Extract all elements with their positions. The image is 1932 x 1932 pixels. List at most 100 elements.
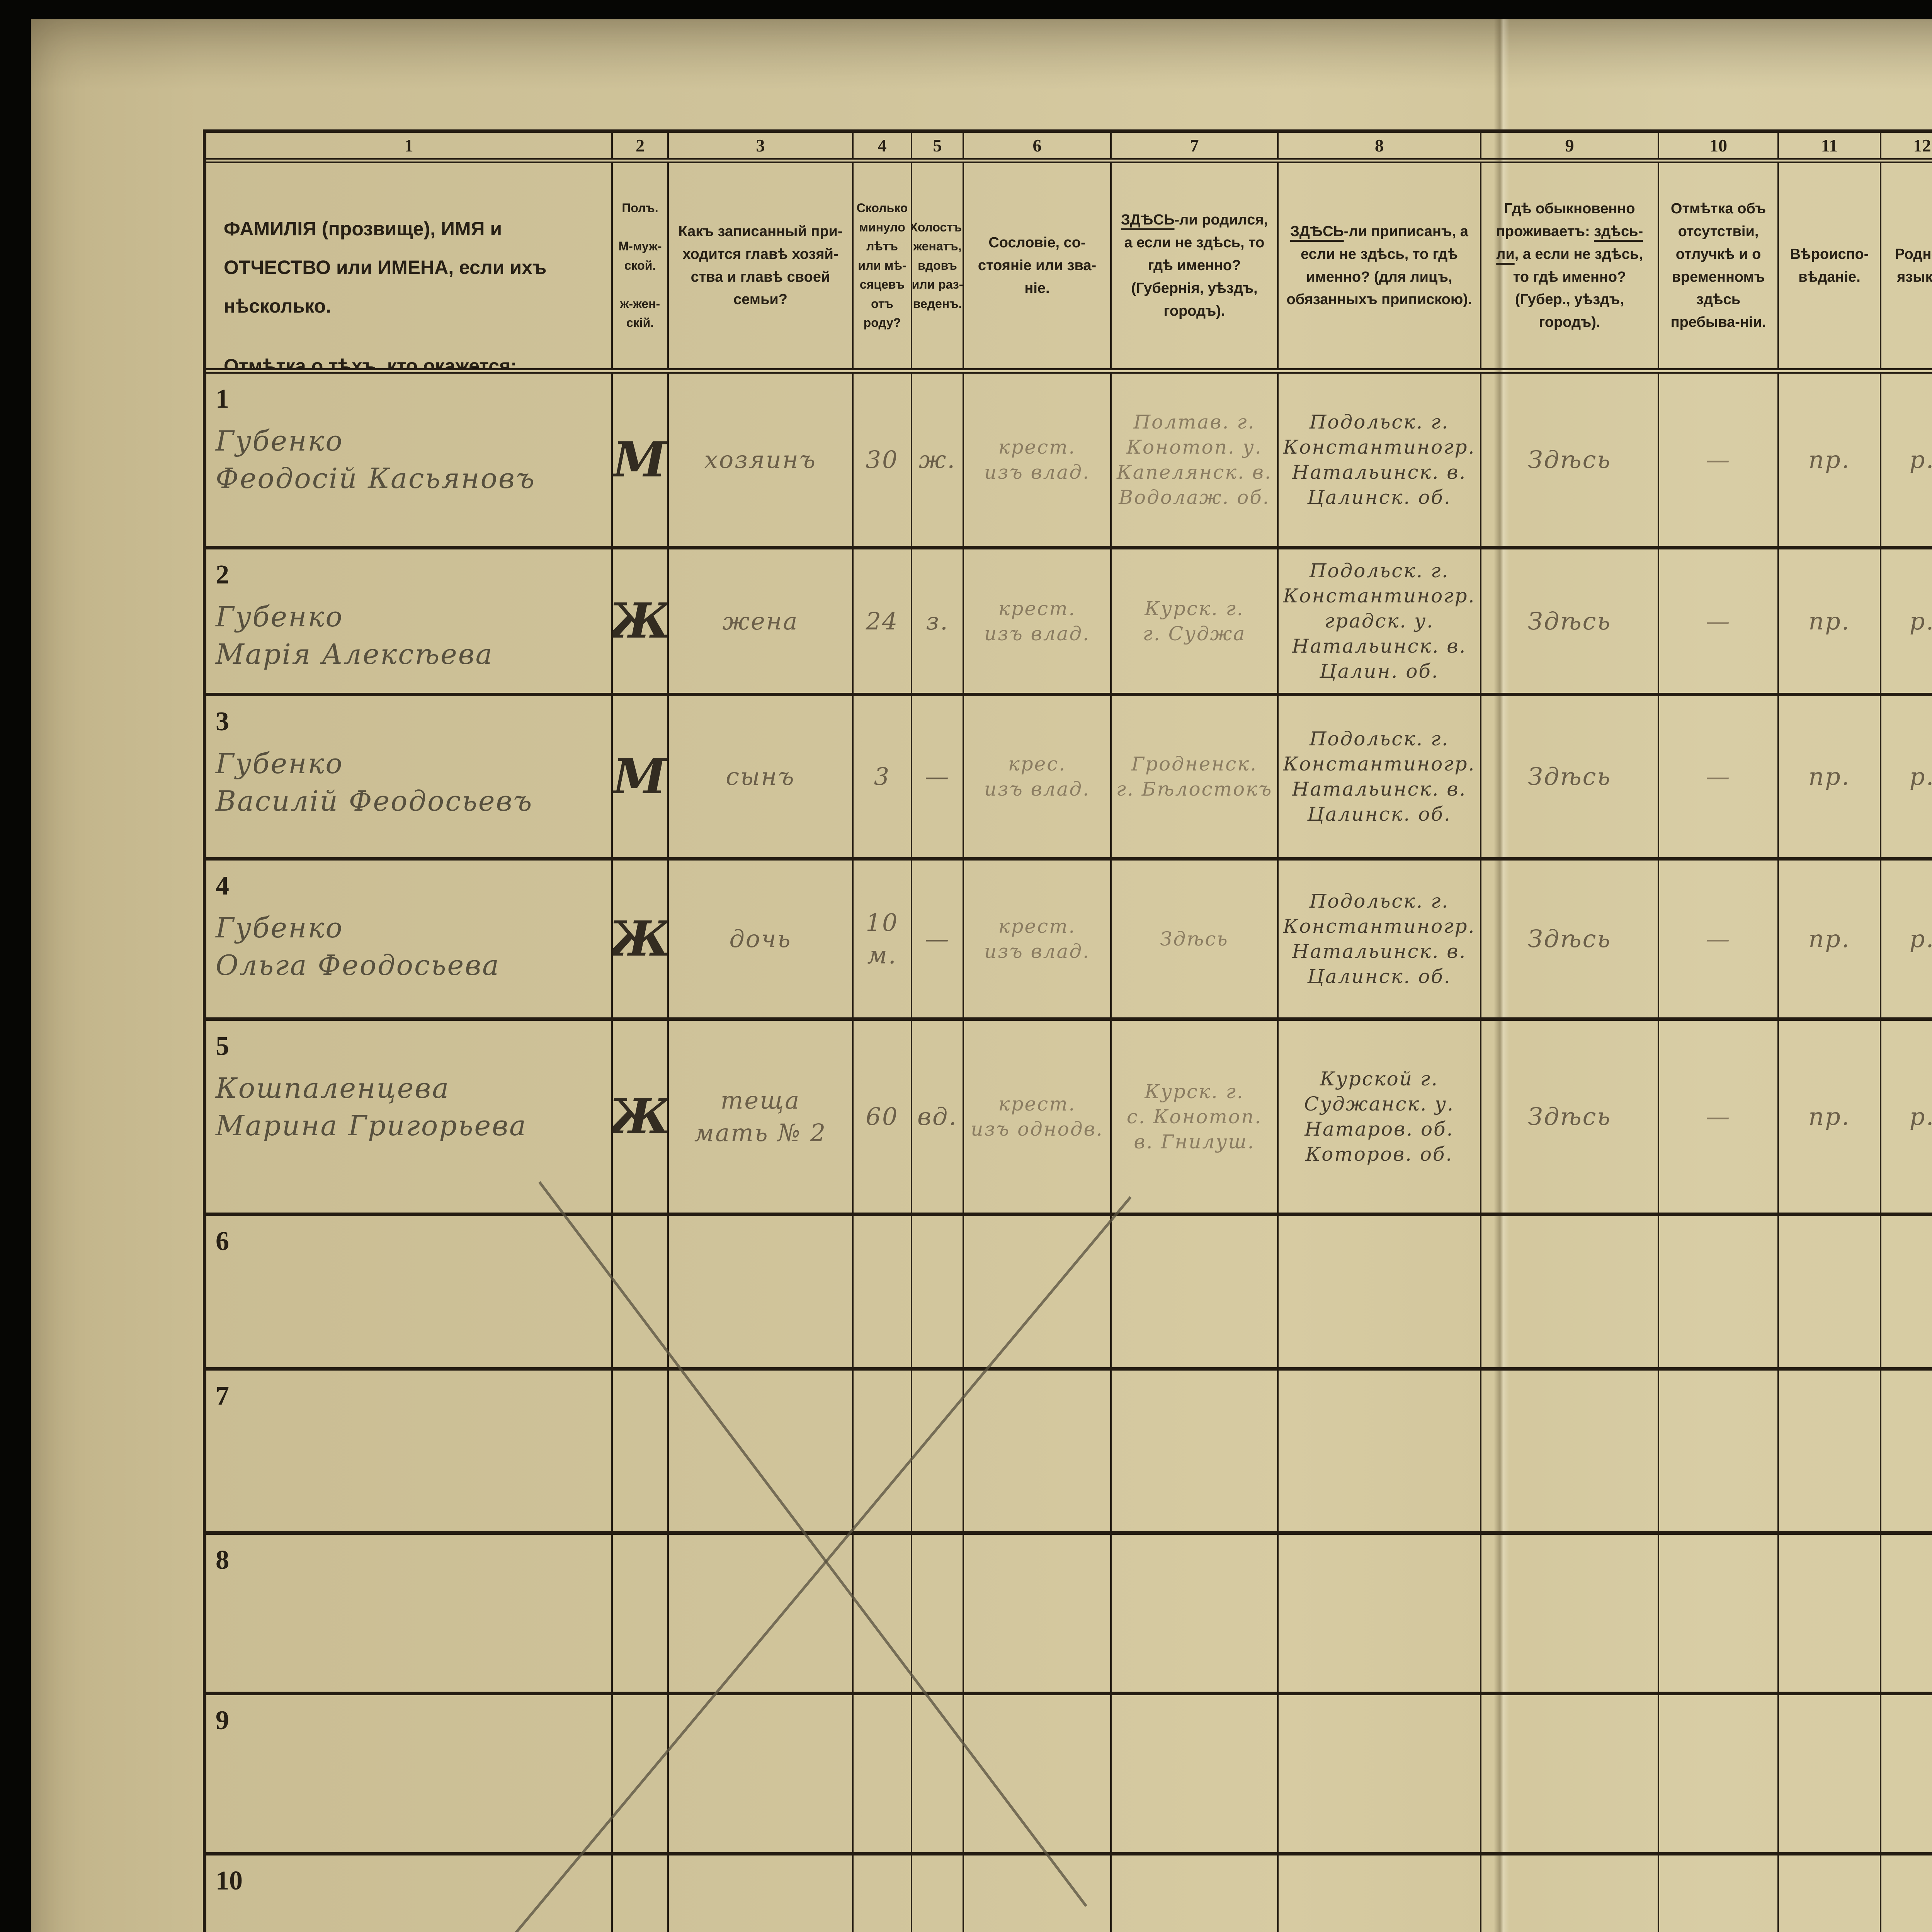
cell-birthplace [1112, 1535, 1279, 1692]
cell-name: 8 [206, 1535, 613, 1692]
header-name-main: ФАМИЛІЯ (прозвище), ИМЯ и ОТЧЕСТВО или И… [224, 218, 547, 317]
cell-estate [964, 1535, 1112, 1692]
cell-marital: ж. [912, 374, 964, 546]
cell-estate [964, 1371, 1112, 1531]
header-registered-underlined: ЗДѢСЬ [1290, 223, 1344, 240]
cell-name: 2 Губенко Марія Алексѣева [206, 549, 613, 693]
cell-language: р. [1881, 549, 1932, 693]
cell-relation [669, 1695, 854, 1852]
paper-sheet: 117 14 1234567891011121314 ФАМИЛІЯ (проз… [31, 19, 1932, 1932]
name-handwritten: Губенко Феодосій Касьяновъ [216, 425, 536, 495]
cell-relation: теща мать № 2 [669, 1021, 854, 1213]
cell-registered: Подольск. г. Константиногр. градск. у. Н… [1279, 549, 1481, 693]
cell-residence: Здѣсь [1481, 1021, 1659, 1213]
cell-registered: Курской г. Суджанск. у. Натаров. об. Кот… [1279, 1021, 1481, 1213]
cell-language: р. [1881, 861, 1932, 1017]
cell-age [854, 1695, 912, 1852]
row-number: 9 [216, 1706, 229, 1735]
name-handwritten [216, 1896, 604, 1904]
cell-marital: — [912, 861, 964, 1017]
header-registered-rest: -ли приписанъ, а если не здѣсь, то гдѣ и… [1286, 223, 1472, 308]
cell-religion: пр. [1779, 696, 1881, 857]
name-handwritten [216, 1576, 604, 1583]
cell-age [854, 1216, 912, 1367]
cell-marital [912, 1695, 964, 1852]
cell-absence: — [1659, 696, 1779, 857]
cell-absence: — [1659, 1021, 1779, 1213]
cell-relation: хозяинъ [669, 374, 854, 546]
cell-name: 9 [206, 1695, 613, 1852]
row-number: 6 [216, 1226, 229, 1256]
column-number: 11 [1779, 133, 1881, 158]
cell-religion: пр. [1779, 549, 1881, 693]
cell-absence: — [1659, 374, 1779, 546]
cell-religion [1779, 1855, 1881, 1932]
cell-registered [1279, 1216, 1481, 1367]
cell-language [1881, 1535, 1932, 1692]
vertical-fold-crease [1494, 19, 1509, 1932]
column-number: 1 [206, 133, 613, 158]
name-handwritten: Кошпаленцева Марина Григорьева [216, 1072, 527, 1142]
cell-birthplace [1112, 1371, 1279, 1531]
column-number: 3 [669, 133, 854, 158]
table-row: 712 [206, 1371, 1932, 1535]
cell-residence [1481, 1371, 1659, 1531]
name-handwritten [216, 1257, 604, 1265]
cell-birthplace [1112, 1216, 1279, 1367]
cell-registered [1279, 1695, 1481, 1852]
cell-age [854, 1855, 912, 1932]
column-number: 2 [613, 133, 669, 158]
row-number: 5 [216, 1031, 229, 1061]
cell-age: 30 [854, 374, 912, 546]
header-age: Сколько минуло лѣтъ или мѣ-сяцевъ отъ ро… [854, 163, 912, 368]
cell-absence [1659, 1855, 1779, 1932]
cell-sex: Ж [613, 1021, 669, 1213]
header-marital: Холостъ, женатъ, вдовъ или раз-веденъ. [912, 163, 964, 368]
cell-residence [1481, 1216, 1659, 1367]
cell-relation: сынъ [669, 696, 854, 857]
column-number: 7 [1112, 133, 1279, 158]
cell-registered: Подольск. г. Константиногр. Натальинск. … [1279, 696, 1481, 857]
cell-name: 1 Губенко Феодосій Касьяновъ [206, 374, 613, 546]
cell-residence: Здѣсь [1481, 549, 1659, 693]
cell-name: 10 [206, 1855, 613, 1932]
cell-residence [1481, 1855, 1659, 1932]
cell-name: 7 [206, 1371, 613, 1531]
cell-birthplace: Курск. г. с. Конотоп. в. Гнилуш. [1112, 1021, 1279, 1213]
cell-language: р. [1881, 696, 1932, 857]
cell-name: 6 [206, 1216, 613, 1367]
header-language: Родной языкъ. [1881, 163, 1932, 368]
cell-religion [1779, 1535, 1881, 1692]
column-number: 12 [1881, 133, 1932, 158]
cell-residence [1481, 1535, 1659, 1692]
cell-registered: Подольск. г. Константиногр. Натальинск. … [1279, 374, 1481, 546]
cell-registered [1279, 1371, 1481, 1531]
table-header-row: ФАМИЛІЯ (прозвище), ИМЯ и ОТЧЕСТВО или И… [206, 163, 1932, 374]
row-number: 2 [216, 560, 229, 590]
cell-absence [1659, 1535, 1779, 1692]
column-number: 6 [964, 133, 1112, 158]
row-number: 4 [216, 871, 229, 901]
cell-absence [1659, 1216, 1779, 1367]
header-religion: Вѣроиспо-вѣданіе. [1779, 163, 1881, 368]
census-table: 1234567891011121314 ФАМИЛІЯ (прозвище), … [203, 129, 1932, 1932]
cell-relation: жена [669, 549, 854, 693]
cell-marital [912, 1216, 964, 1367]
cell-age: 3 [854, 696, 912, 857]
name-handwritten [216, 1412, 604, 1419]
header-residence-pre: Гдѣ обыкновенно проживаетъ: [1496, 200, 1635, 240]
cell-age [854, 1535, 912, 1692]
cell-language [1881, 1371, 1932, 1531]
row-number: 10 [216, 1866, 243, 1896]
cell-sex: М [613, 374, 669, 546]
cell-estate: крес. изъ влад. [964, 696, 1112, 857]
cell-name: 3 Губенко Василій Феодосьевъ [206, 696, 613, 857]
cell-language [1881, 1695, 1932, 1852]
cell-religion [1779, 1695, 1881, 1852]
cell-language [1881, 1855, 1932, 1932]
cell-estate: крест. изъ влад. [964, 861, 1112, 1017]
column-number: 9 [1481, 133, 1659, 158]
